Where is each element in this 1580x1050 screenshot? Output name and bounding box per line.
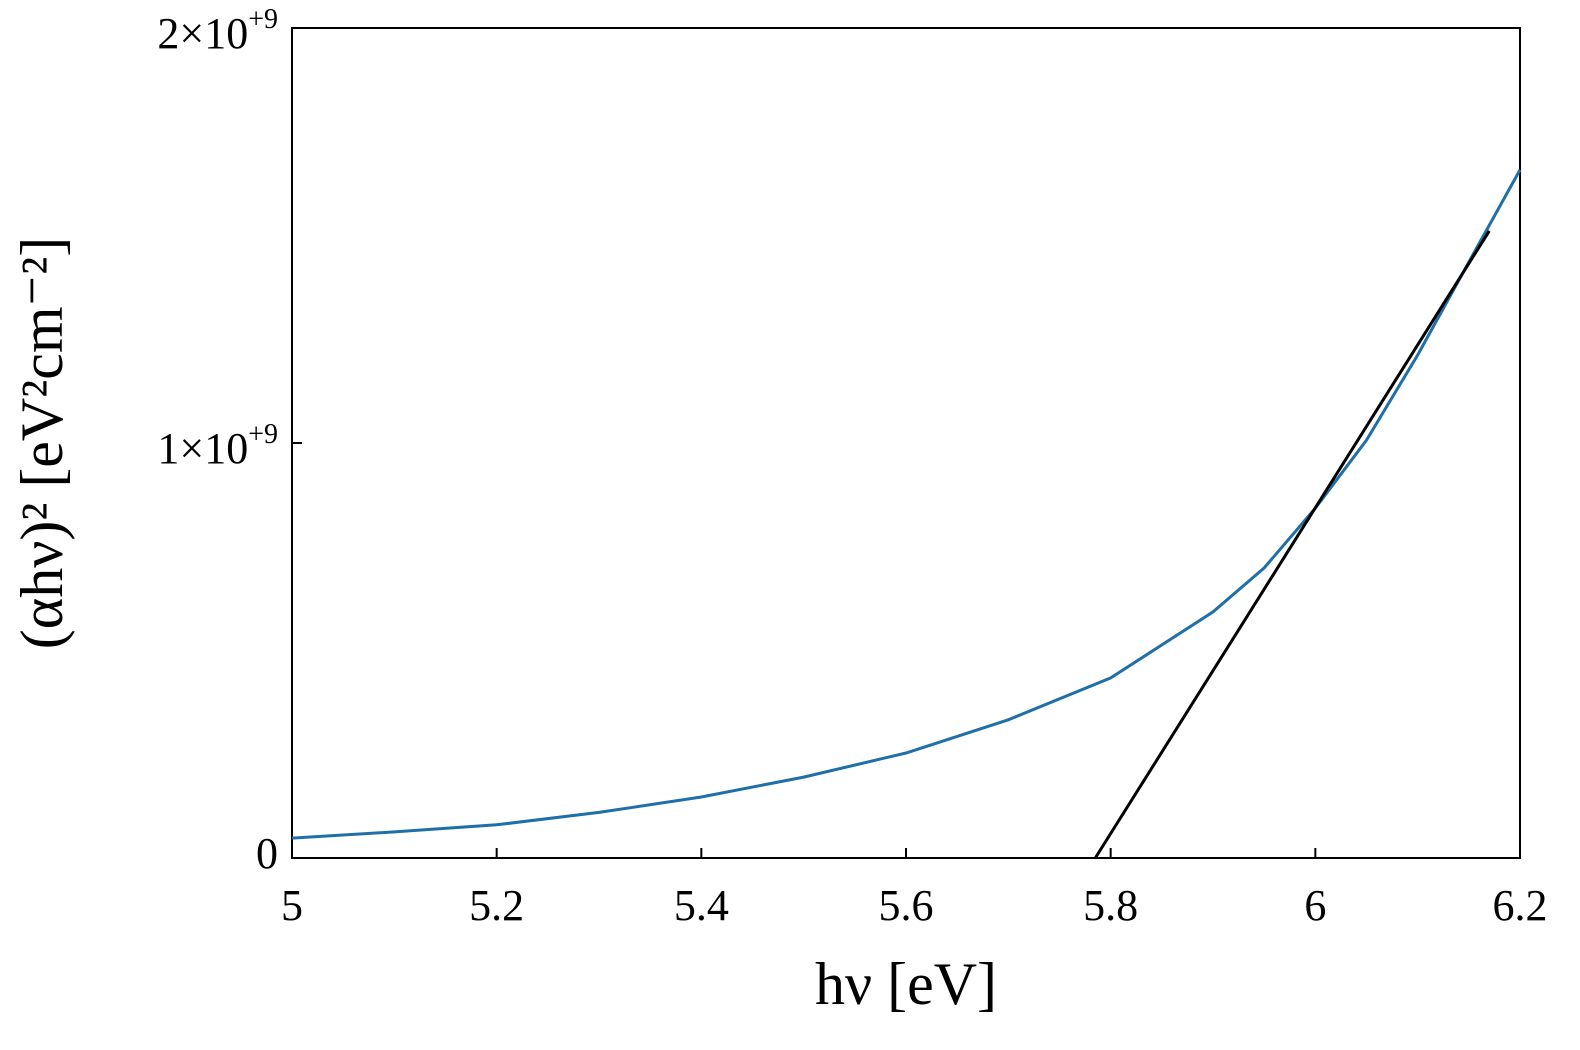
x-tick-label: 5.4 [674,881,729,930]
x-tick-label: 5.8 [1083,881,1138,930]
plot-frame [291,27,1521,859]
x-tick-label: 6 [1304,881,1326,930]
y-tick-label: 2×10+9 [157,4,278,58]
data-line [291,169,1522,840]
data-line [1094,230,1491,859]
x-axis-label: hν [eV] [815,951,997,1017]
y-tick-label: 1×10+9 [157,419,278,473]
y-tick-label: 0 [256,829,278,878]
x-tick-label: 5.2 [469,881,524,930]
x-tick-label: 5.6 [879,881,934,930]
x-tick-label: 6.2 [1493,881,1548,930]
y-axis-label: (αhν)² [eV²cm⁻²] [9,237,75,649]
x-tick-label: 5 [281,881,303,930]
